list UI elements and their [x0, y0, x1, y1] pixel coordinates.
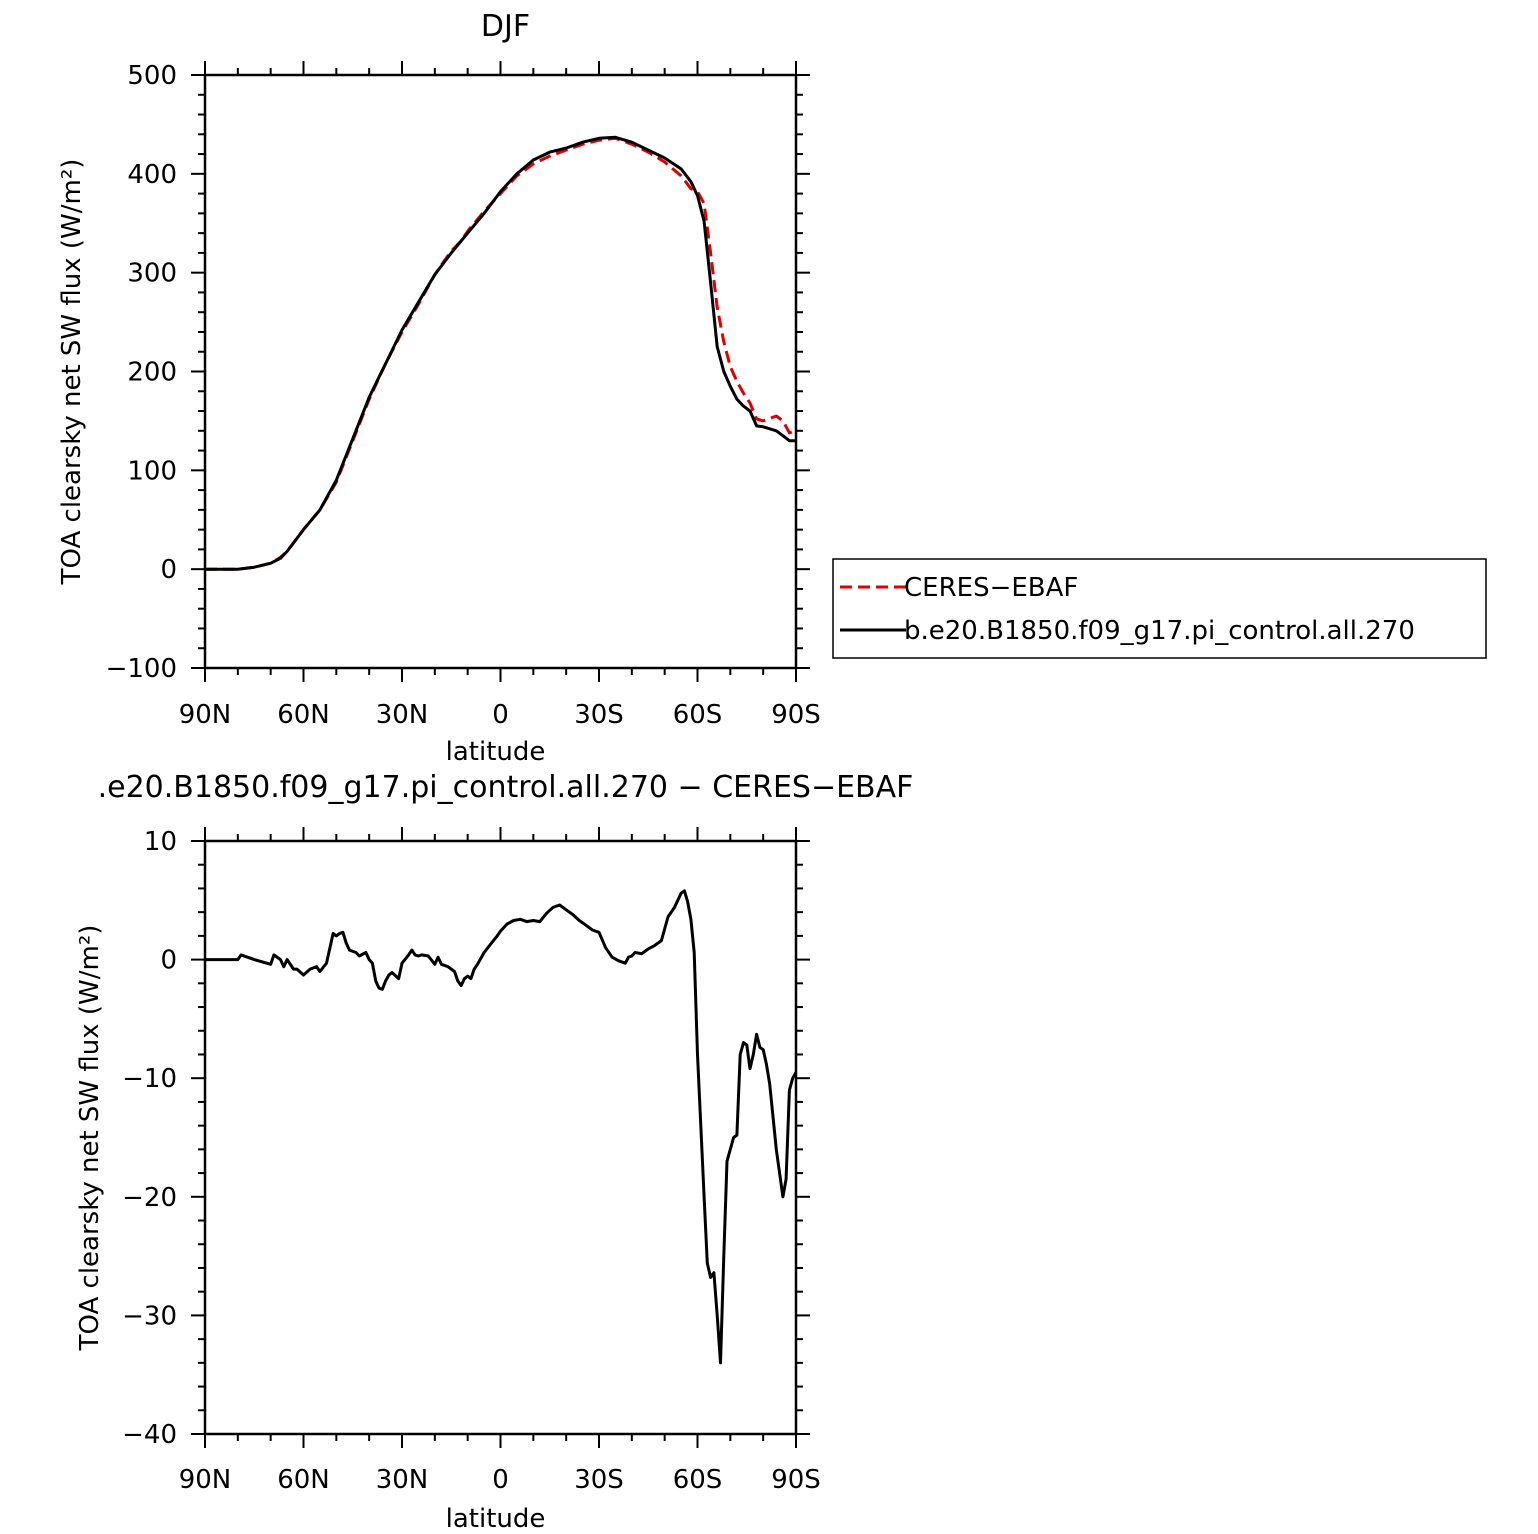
bottom-chart: −40 −30 −20 −10 0 10 90N 60N 30N 0 30S 60S 90S .e20.B…: [75, 770, 913, 1534]
x-tick-label: 60S: [673, 1465, 723, 1495]
y-tick-label: 0: [160, 555, 177, 585]
legend: CERES−EBAF b.e20.B1850.f09_g17.pi_control…: [832, 558, 1487, 659]
y-axis-label: TOA clearsky net SW flux (W/m²): [57, 159, 87, 586]
y-axis-label: TOA clearsky net SW flux (W/m²): [75, 925, 105, 1352]
x-axis-label: latitude: [446, 1504, 546, 1534]
chart-title: .e20.B1850.f09_g17.pi_control.all.270 − …: [98, 770, 914, 805]
legend-label-0: CERES−EBAF: [904, 573, 1078, 603]
x-tick-label: 30S: [574, 1465, 624, 1495]
plot-frame: [203, 73, 798, 670]
x-tick-label: 60N: [277, 1465, 330, 1495]
x-tick-label: 0: [492, 1465, 509, 1495]
x-tick-label: 90N: [179, 700, 232, 730]
x-tick-label: 30N: [376, 1465, 429, 1495]
y-tick-label: 100: [127, 456, 177, 486]
y-tick-label: −30: [122, 1301, 177, 1331]
y-tick-label: 400: [127, 160, 177, 190]
y-tick-label: −100: [106, 654, 177, 684]
x-tick-label: 90S: [771, 1465, 821, 1495]
y-tick-label: −10: [122, 1064, 177, 1094]
legend-box: [832, 558, 1487, 659]
y-tick-label: −40: [122, 1420, 177, 1450]
x-axis-label: latitude: [446, 737, 546, 767]
y-tick-label: 300: [127, 259, 177, 289]
series-line-1: [205, 135, 796, 571]
x-tick-label: 90N: [179, 1465, 232, 1495]
y-tick-label: −20: [122, 1183, 177, 1213]
legend-label-1: b.e20.B1850.f09_g17.pi_control.all.270: [904, 616, 1415, 646]
y-tick-label: 0: [160, 946, 177, 976]
top-chart: −100 0 100 200 300 400 500 90N 60N 30N 0 30S 60S 90S D…: [57, 9, 821, 767]
series-line-0: [205, 889, 798, 1365]
x-tick-label: 30S: [574, 700, 624, 730]
series-line-0: [205, 136, 797, 571]
y-tick-label: 10: [144, 827, 177, 857]
x-tick-label: 90S: [771, 700, 821, 730]
chart-title: DJF: [481, 9, 530, 44]
y-tick-label: 500: [127, 61, 177, 91]
x-tick-label: 30N: [376, 700, 429, 730]
x-tick-label: 0: [492, 700, 509, 730]
y-tick-label: 200: [127, 358, 177, 388]
x-tick-label: 60S: [673, 700, 723, 730]
x-tick-label: 60N: [277, 700, 330, 730]
